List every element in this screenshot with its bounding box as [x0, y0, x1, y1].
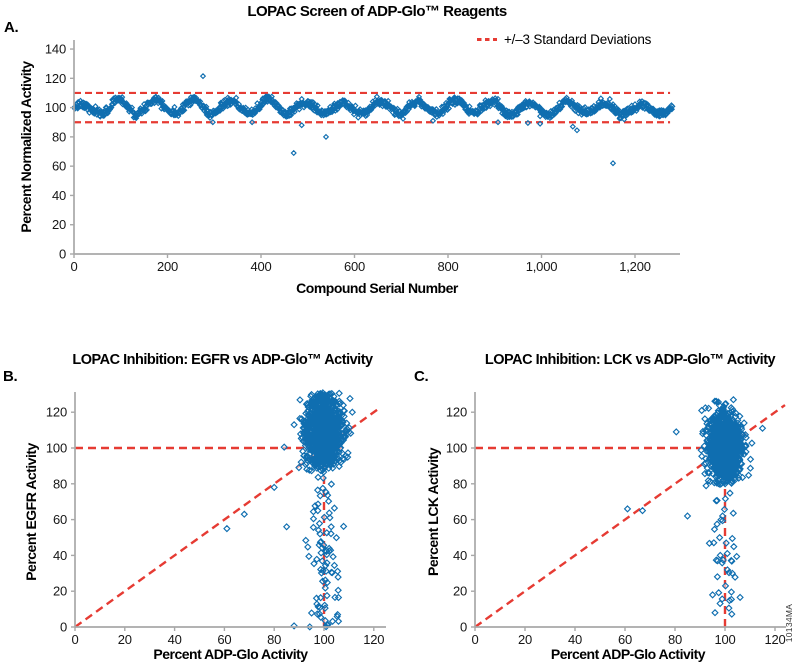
svg-text:40: 40	[453, 548, 467, 563]
svg-text:100: 100	[313, 632, 334, 647]
figure-number-watermark: 10134MA	[784, 603, 794, 643]
panel-c-title: LOPAC Inhibition: LCK vs ADP-Glo™ Activi…	[484, 352, 776, 368]
svg-text:0: 0	[59, 247, 66, 262]
svg-text:20: 20	[52, 217, 66, 232]
svg-text:80: 80	[53, 476, 67, 491]
panel-a-title: LOPAC Screen of ADP-Glo™ Reagents	[247, 3, 507, 20]
svg-text:100: 100	[714, 632, 735, 647]
panel-c-chart: 0 20 40 60 80 100 120 0 20 40 60 80 100 120	[446, 392, 786, 647]
panel-c-xlabel: Percent ADP-Glo Activity	[550, 646, 706, 662]
svg-text:80: 80	[267, 632, 281, 647]
svg-text:40: 40	[53, 548, 67, 563]
svg-text:0: 0	[471, 632, 478, 647]
svg-text:20: 20	[118, 632, 132, 647]
svg-text:40: 40	[168, 632, 182, 647]
svg-text:60: 60	[52, 159, 66, 174]
svg-text:200: 200	[157, 259, 178, 274]
svg-text:120: 120	[45, 71, 66, 86]
svg-text:80: 80	[453, 476, 467, 491]
svg-text:60: 60	[53, 512, 67, 527]
svg-text:1,200: 1,200	[619, 259, 651, 274]
panel-a-label: A.	[4, 19, 19, 36]
red-dashed-line-icon	[477, 38, 497, 41]
panel-b-xlabel: Percent ADP-Glo Activity	[153, 646, 308, 662]
legend: +/–3 Standard Deviations	[477, 32, 651, 47]
svg-text:40: 40	[52, 188, 66, 203]
panel-a: A. LOPAC Screen of ADP-Glo™ Reagents +/–…	[0, 0, 800, 320]
svg-text:0: 0	[460, 620, 467, 635]
panel-b-label: B.	[3, 368, 18, 385]
svg-text:600: 600	[344, 259, 365, 274]
svg-text:20: 20	[453, 584, 467, 599]
panel-c-label: C.	[414, 368, 429, 385]
svg-text:120: 120	[446, 405, 467, 420]
svg-text:0: 0	[71, 632, 78, 647]
svg-text:0: 0	[60, 620, 67, 635]
svg-text:60: 60	[453, 512, 467, 527]
svg-text:1,000: 1,000	[526, 259, 558, 274]
legend-label: +/–3 Standard Deviations	[504, 32, 652, 47]
panel-c: C. LOPAC Inhibition: LCK vs ADP-Glo™ Act…	[400, 340, 800, 668]
svg-text:60: 60	[618, 632, 632, 647]
panel-a-xlabel: Compound Serial Number	[296, 280, 458, 296]
svg-text:0: 0	[70, 259, 77, 274]
svg-text:400: 400	[250, 259, 271, 274]
svg-text:120: 120	[363, 632, 384, 647]
svg-text:100: 100	[45, 100, 66, 115]
svg-text:40: 40	[568, 632, 582, 647]
svg-text:120: 120	[46, 405, 67, 420]
panel-b-title: LOPAC Inhibition: EGFR vs ADP-Glo™ Activ…	[72, 352, 373, 368]
svg-text:100: 100	[46, 441, 67, 456]
svg-text:20: 20	[53, 584, 67, 599]
panel-b-chart: 0 20 40 60 80 100 120 0 20 40 60 80 100 120	[46, 389, 386, 647]
svg-text:80: 80	[52, 129, 66, 144]
svg-text:20: 20	[518, 632, 532, 647]
svg-text:100: 100	[446, 441, 467, 456]
svg-text:120: 120	[764, 632, 785, 647]
svg-text:60: 60	[217, 632, 231, 647]
panel-b: B. LOPAC Inhibition: EGFR vs ADP-Glo™ Ac…	[0, 340, 400, 668]
svg-text:80: 80	[668, 632, 682, 647]
svg-text:140: 140	[45, 42, 66, 57]
svg-text:800: 800	[437, 259, 458, 274]
panel-a-chart: 0 20 40 60 80 100 120 140 0 200 400 600 800 1,000 1,20…	[45, 40, 680, 274]
